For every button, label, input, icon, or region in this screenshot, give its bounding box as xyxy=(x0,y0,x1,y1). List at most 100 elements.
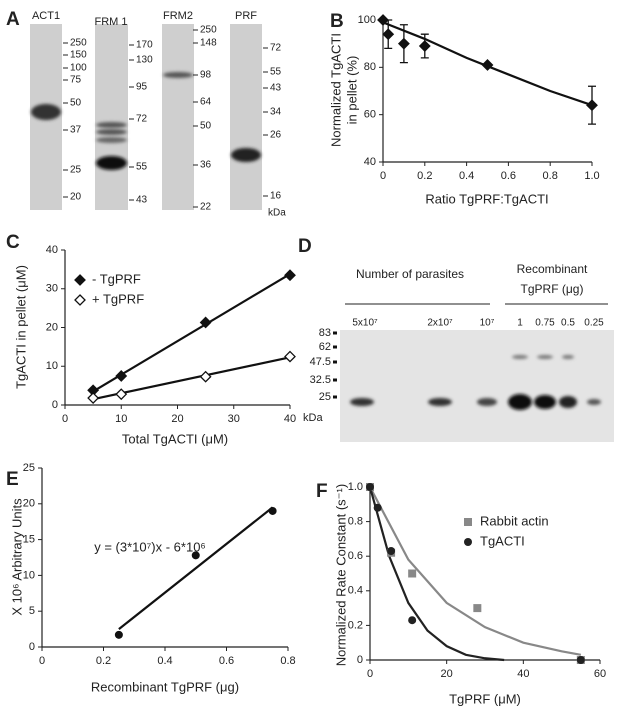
x-tick-label: 0.8 xyxy=(543,170,558,182)
point xyxy=(284,350,296,363)
point xyxy=(397,37,410,50)
marker-label: 22 xyxy=(200,202,212,213)
y-tick-label: 100 xyxy=(358,14,376,26)
x-axis-label: TgPRF (μM) xyxy=(449,691,521,706)
y-tick-label: 1.0 xyxy=(348,481,363,493)
y-axis-label: Normalized TgACTI xyxy=(328,33,343,147)
x-tick-label: 0.4 xyxy=(459,170,474,182)
marker-label: 16 xyxy=(270,191,282,202)
legend-label: + TgPRF xyxy=(92,291,144,306)
band xyxy=(428,398,452,406)
marker-label: 50 xyxy=(70,98,82,109)
lane-label: 0.5 xyxy=(561,318,575,329)
point xyxy=(268,506,277,515)
marker-label: 75 xyxy=(70,75,82,86)
band xyxy=(96,122,127,128)
x-tick-label: 0.8 xyxy=(280,655,295,667)
x-tick-label: 20 xyxy=(441,668,453,680)
point xyxy=(87,392,100,404)
panel-label: F xyxy=(316,481,328,502)
gel xyxy=(340,330,614,442)
y-axis-label: X 10⁶ Arbitrary Units xyxy=(9,498,24,616)
point xyxy=(387,547,396,556)
point xyxy=(473,604,482,613)
point xyxy=(586,99,598,112)
fit-line xyxy=(92,356,291,401)
y-tick-label: 0 xyxy=(52,399,58,411)
x-tick-label: 10 xyxy=(115,413,127,425)
group-title: Recombinant xyxy=(517,262,588,276)
point xyxy=(284,269,296,282)
marker-label: 250 xyxy=(70,38,87,49)
y-tick-label: 10 xyxy=(46,360,58,372)
y-tick-label: 20 xyxy=(23,498,35,510)
lane-title: ACT1 xyxy=(32,10,60,22)
unit-label: kDa xyxy=(268,208,286,219)
point xyxy=(382,28,395,41)
point xyxy=(408,616,417,625)
band xyxy=(163,72,193,78)
band xyxy=(31,104,61,120)
lane-label: 0.25 xyxy=(584,318,604,329)
y-tick-label: 80 xyxy=(364,61,376,73)
gel-lane xyxy=(230,24,262,210)
fit-line xyxy=(369,486,582,656)
y-tick-label: 25 xyxy=(23,462,35,474)
x-tick-label: 20 xyxy=(171,413,183,425)
band xyxy=(508,394,532,410)
x-axis-label: Recombinant TgPRF (μg) xyxy=(91,679,239,694)
y-tick-label: 20 xyxy=(46,321,58,333)
marker-label: 47.5 xyxy=(310,356,331,368)
marker-label: 170 xyxy=(136,40,153,51)
band xyxy=(96,137,127,143)
marker-label: 50 xyxy=(200,121,212,132)
annotation: y = (3*10⁷)x - 6*10⁶ xyxy=(94,539,206,554)
band xyxy=(350,398,374,406)
unit-label: kDa xyxy=(303,412,323,424)
band xyxy=(562,355,574,359)
y-tick-label: 5 xyxy=(29,605,35,617)
fit-line xyxy=(118,506,274,630)
marker-dash xyxy=(333,345,337,349)
y-tick-label: 0.8 xyxy=(348,516,363,528)
y-axis-label: in pellet (%) xyxy=(344,56,359,125)
point xyxy=(115,388,128,401)
gel-lane xyxy=(162,24,194,210)
y-tick-label: 0.6 xyxy=(348,550,363,562)
y-tick-label: 0.4 xyxy=(348,585,363,597)
point xyxy=(576,656,585,664)
marker-dash xyxy=(333,378,337,382)
x-tick-label: 0.2 xyxy=(96,655,111,667)
point xyxy=(418,40,431,52)
legend-label: - TgPRF xyxy=(92,271,141,286)
marker-label: 72 xyxy=(270,43,282,54)
point xyxy=(377,14,389,26)
marker-label: 25 xyxy=(319,391,331,403)
lane-label: 1 xyxy=(517,318,523,329)
legend-marker xyxy=(74,274,86,286)
band xyxy=(96,129,127,135)
y-tick-label: 15 xyxy=(23,534,35,546)
x-tick-label: 0.2 xyxy=(417,170,432,182)
x-tick-label: 0.4 xyxy=(157,655,172,667)
band xyxy=(534,395,556,409)
x-axis-label: Ratio TgPRF:TgACTI xyxy=(425,191,548,206)
marker-label: 43 xyxy=(270,83,282,94)
marker-label: 150 xyxy=(70,50,87,61)
panel-label: B xyxy=(330,11,344,32)
x-tick-label: 0 xyxy=(39,655,45,667)
x-tick-label: 0 xyxy=(380,170,386,182)
marker-label: 64 xyxy=(200,97,212,108)
x-tick-label: 30 xyxy=(228,413,240,425)
y-tick-label: 0.2 xyxy=(348,619,363,631)
point xyxy=(115,370,128,382)
lane-title: FRM2 xyxy=(163,10,193,22)
y-tick-label: 0 xyxy=(357,654,363,666)
marker-label: 55 xyxy=(270,67,282,78)
marker-label: 148 xyxy=(200,38,217,49)
x-tick-label: 0.6 xyxy=(219,655,234,667)
marker-label: 43 xyxy=(136,195,148,206)
y-tick-label: 40 xyxy=(46,244,58,256)
x-tick-label: 0 xyxy=(62,413,68,425)
